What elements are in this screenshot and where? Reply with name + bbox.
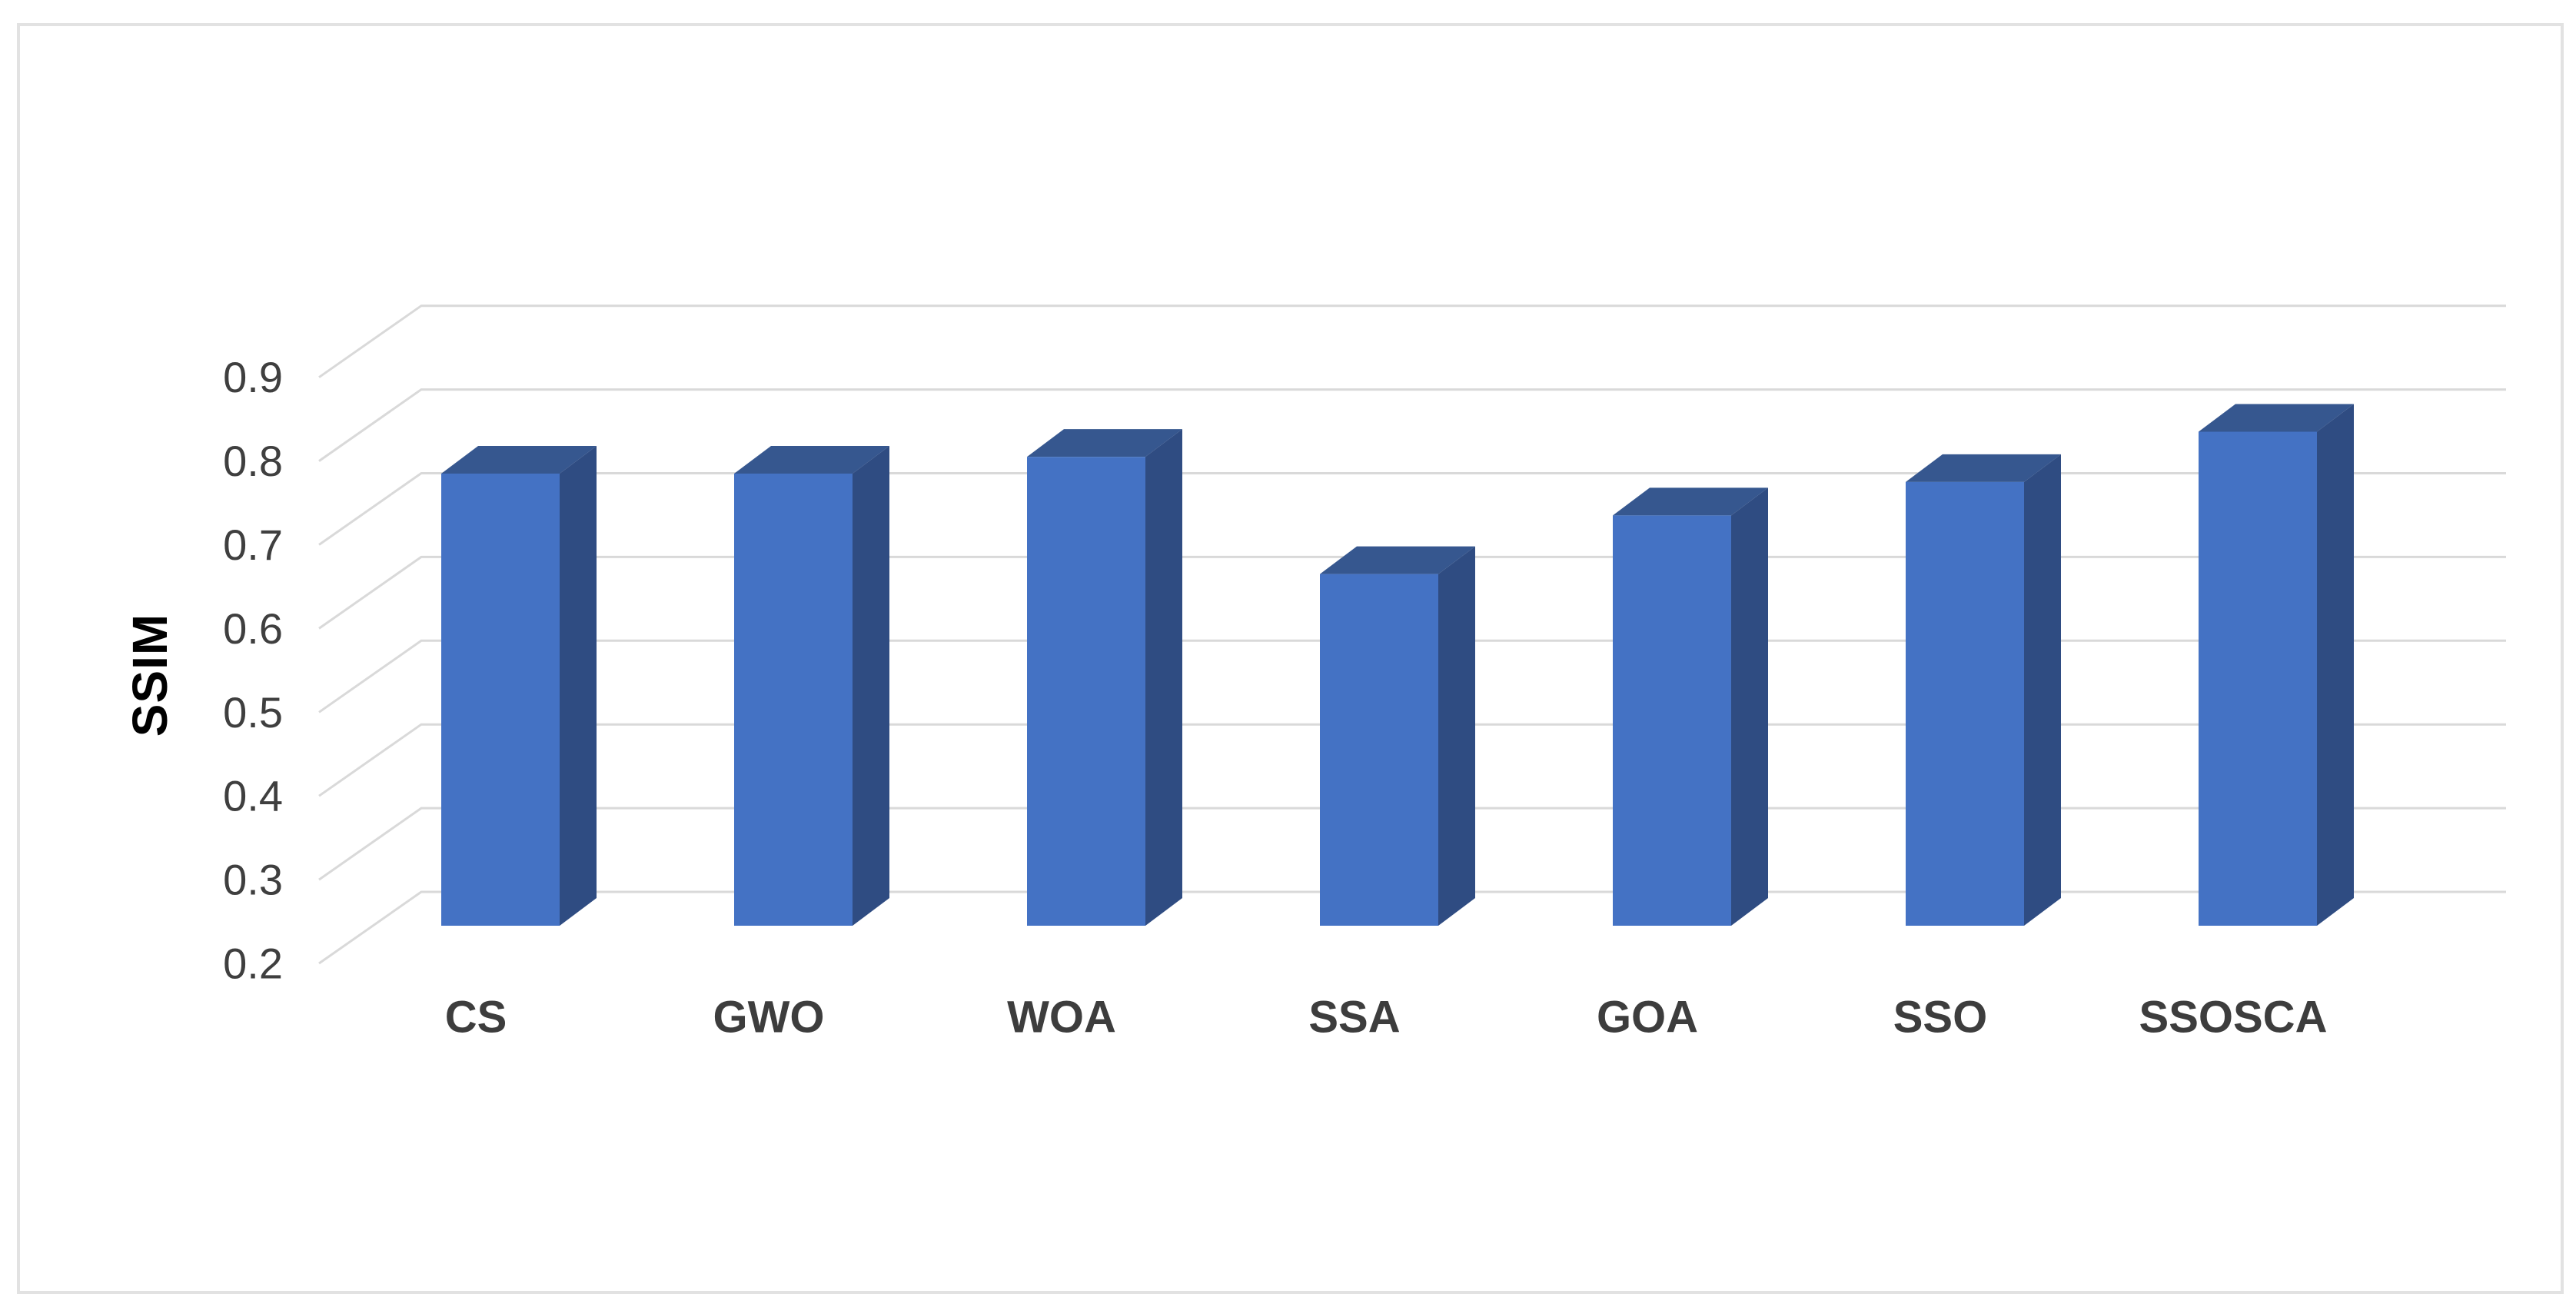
bar-front-face [2199,431,2317,926]
bar-front-face [1320,574,1438,926]
x-category-label: GOA [1597,993,1698,1043]
y-tick-label: 0.8 [223,437,283,485]
bar-side-face [560,445,597,926]
bar-side-face [2317,404,2354,926]
bar-front-face [1027,457,1145,926]
y-tick-label: 0.2 [223,940,283,988]
bar-side-face [1731,487,1768,926]
bar-side-face [1438,546,1475,926]
bar-top-face [734,445,889,474]
x-category-label: WOA [1007,993,1116,1043]
x-category-label: CS [445,993,507,1043]
x-category-label: SSA [1308,993,1400,1043]
gridline [318,723,2506,797]
bar-front-face [441,473,560,926]
y-tick-label: 0.3 [223,856,283,904]
bar-top-face [1613,487,1768,516]
bar-front-face [1906,481,2024,926]
bar-top-face [441,445,597,474]
bar-top-face [1906,454,2061,482]
y-tick-label: 0.9 [223,353,283,401]
x-category-label: SSO [1893,993,1988,1043]
gridline [318,639,2506,714]
bar-side-face [2024,454,2061,926]
bar-front-face [734,473,853,926]
bar-top-face [1320,546,1475,574]
gridline [318,807,2506,881]
y-tick-label: 0.7 [223,521,283,569]
y-axis-title: SSIM [122,613,178,737]
bar-top-face [2199,404,2354,432]
bar-top-face [1027,429,1182,457]
gridline [318,555,2506,630]
x-category-label: GWO [713,993,825,1043]
bar-side-face [1145,429,1182,926]
x-category-label: SSOSCA [2139,993,2328,1043]
y-tick-label: 0.6 [223,604,283,653]
gridline [318,472,2506,546]
y-tick-label: 0.4 [223,772,283,820]
gridline [318,388,2506,462]
gridline [318,890,2506,965]
gridline [318,304,2506,378]
bar-side-face [853,445,889,926]
bar-front-face [1613,515,1731,926]
y-tick-label: 0.5 [223,688,283,737]
